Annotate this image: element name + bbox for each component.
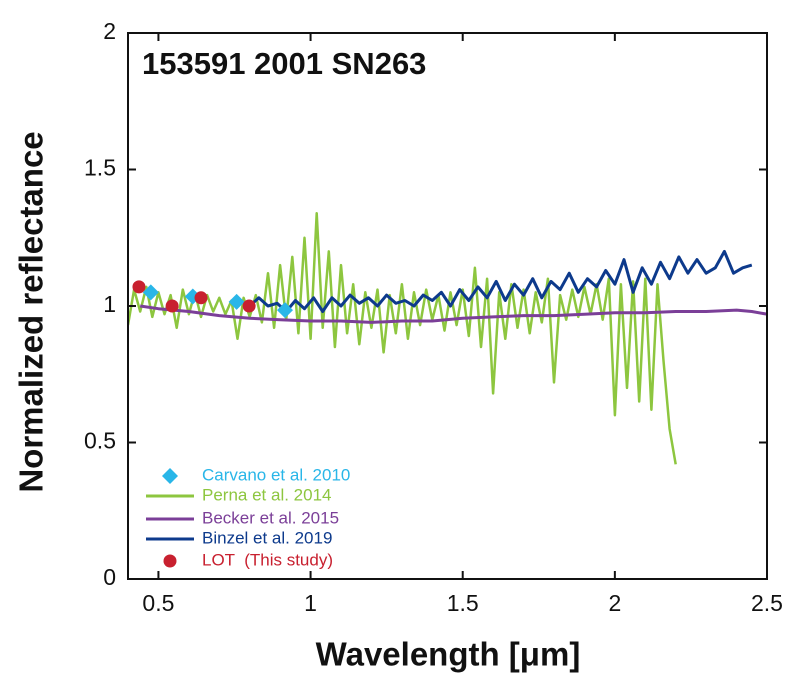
- circle-marker: [132, 280, 146, 294]
- diamond-marker: [142, 284, 159, 301]
- x-axis-title: Wavelength [μm]: [316, 636, 581, 673]
- legend-label: Becker et al. 2015: [202, 508, 339, 527]
- series-line: [139, 304, 767, 324]
- diamond-marker: [277, 302, 294, 319]
- y-tick-label: 0: [103, 564, 116, 590]
- legend-label: Carvano et al. 2010: [202, 465, 350, 484]
- x-tick-label: 0.5: [142, 590, 174, 616]
- circle-marker: [165, 299, 179, 313]
- x-tick-label: 1: [304, 590, 317, 616]
- y-tick-label: 0.5: [84, 428, 116, 454]
- x-tick-label: 1.5: [447, 590, 479, 616]
- plot-area: [128, 211, 767, 465]
- legend-label: LOT (This study): [202, 550, 333, 569]
- diamond-marker: [228, 293, 245, 310]
- y-axis-title: Normalized reflectance: [13, 131, 50, 492]
- y-tick-label: 2: [103, 18, 116, 44]
- y-tick-label: 1: [103, 291, 116, 317]
- legend-label: Perna et al. 2014: [202, 485, 331, 504]
- series-line: [128, 211, 677, 465]
- circle-marker: [163, 554, 177, 568]
- x-tick-label: 2.5: [751, 590, 783, 616]
- series-line: [248, 249, 753, 313]
- chart-title: 153591 2001 SN263: [142, 46, 426, 81]
- y-tick-label: 1.5: [84, 155, 116, 181]
- x-tick-label: 2: [608, 590, 621, 616]
- circle-marker: [242, 299, 256, 313]
- diamond-marker: [162, 468, 178, 484]
- legend-label: Binzel et al. 2019: [202, 528, 332, 547]
- circle-marker: [194, 291, 208, 305]
